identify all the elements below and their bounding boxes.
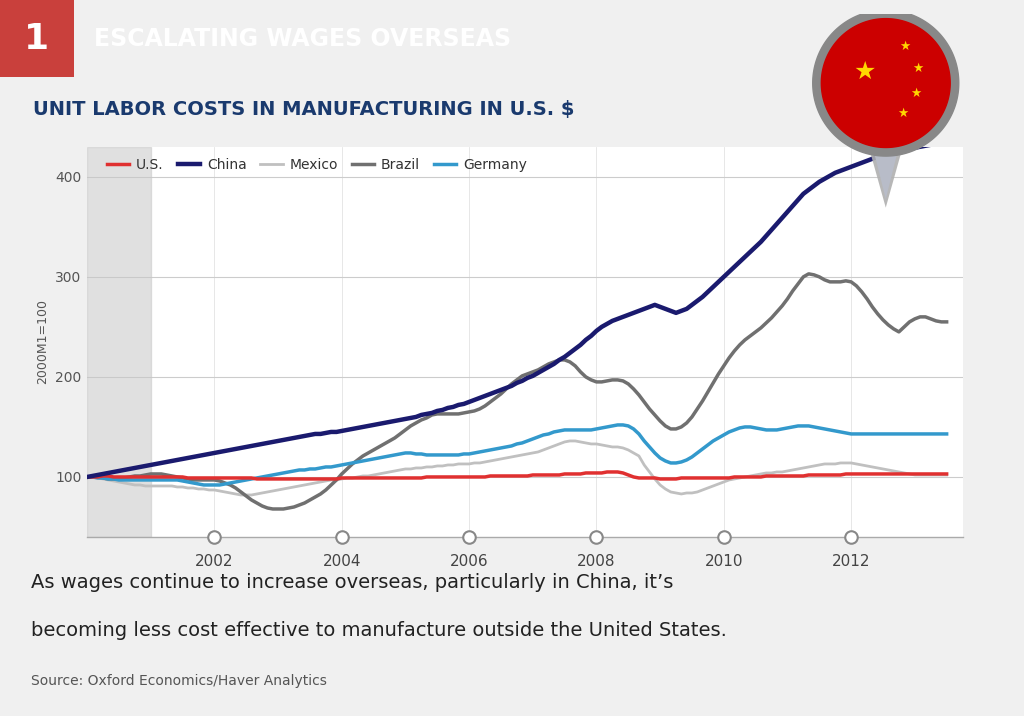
- Bar: [0, 0, 74, 77]
- Text: ★: ★: [910, 87, 922, 100]
- Text: 1: 1: [25, 21, 49, 56]
- Polygon shape: [856, 100, 915, 208]
- Polygon shape: [860, 96, 911, 199]
- Legend: U.S., China, Mexico, Brazil, Germany: U.S., China, Mexico, Brazil, Germany: [102, 154, 531, 176]
- Text: Source: Oxford Economics/Haver Analytics: Source: Oxford Economics/Haver Analytics: [31, 674, 327, 688]
- Y-axis label: 2000M1=100: 2000M1=100: [37, 299, 49, 384]
- Polygon shape: [821, 19, 950, 147]
- Polygon shape: [813, 10, 958, 156]
- Text: ★: ★: [899, 40, 910, 53]
- Text: UNIT LABOR COSTS IN MANUFACTURING IN U.S. $: UNIT LABOR COSTS IN MANUFACTURING IN U.S…: [33, 100, 574, 119]
- Bar: [87, 147, 151, 537]
- Text: ★: ★: [912, 62, 924, 74]
- Text: As wages continue to increase overseas, particularly in China, it’s: As wages continue to increase overseas, …: [31, 573, 673, 592]
- Text: becoming less cost effective to manufacture outside the United States.: becoming less cost effective to manufact…: [31, 621, 727, 640]
- Text: ESCALATING WAGES OVERSEAS: ESCALATING WAGES OVERSEAS: [94, 26, 511, 51]
- Text: ★: ★: [853, 60, 876, 84]
- Text: ★: ★: [897, 107, 908, 120]
